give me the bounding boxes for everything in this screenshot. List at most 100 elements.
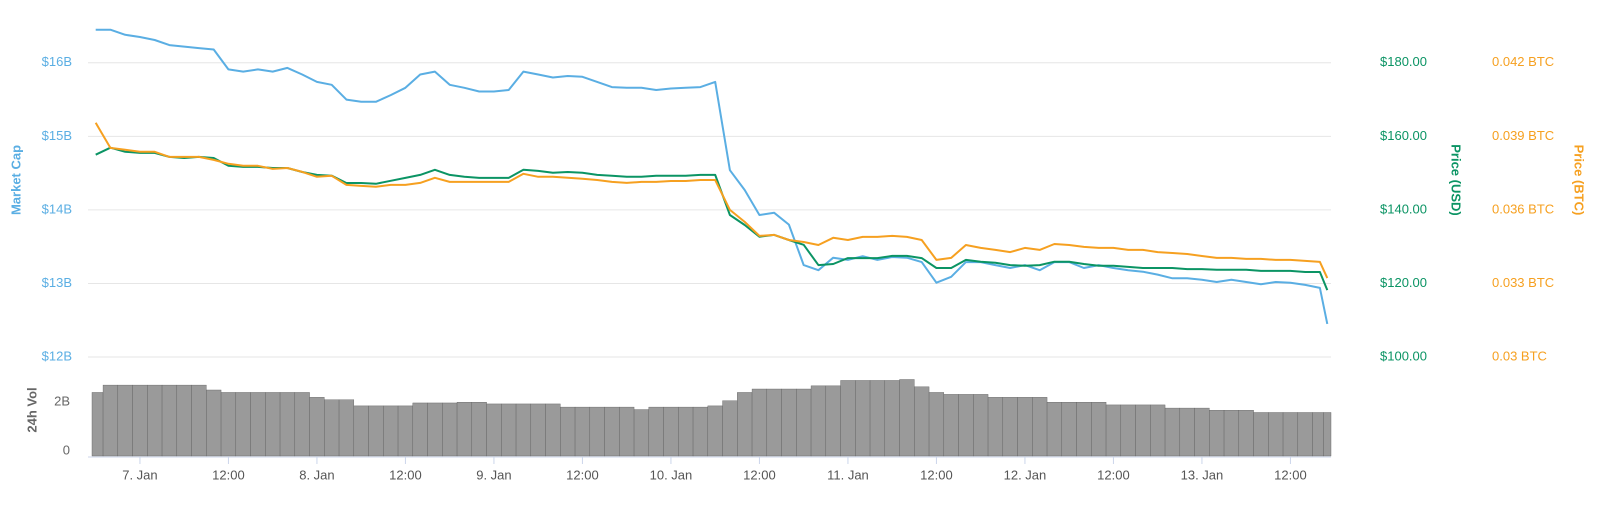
x-tick-label: 12:00: [920, 467, 953, 482]
x-tick-label: 12. Jan: [1004, 467, 1047, 482]
volume-bar: [722, 400, 738, 457]
x-tick-label: 7. Jan: [122, 467, 157, 482]
volume-bar: [294, 392, 310, 457]
volume-bar: [309, 397, 325, 457]
volume-bar: [869, 380, 886, 457]
volume-bar: [486, 403, 502, 457]
x-tick-label: 12:00: [1097, 467, 1130, 482]
volume-bar: [471, 402, 487, 457]
x-tick-label: 9. Jan: [476, 467, 511, 482]
volume-bar: [191, 384, 207, 457]
volume-bar: [574, 406, 591, 457]
volume-bar: [1194, 407, 1210, 457]
volume-bar: [206, 389, 222, 457]
volume-bar: [265, 392, 281, 457]
y3-tick-label: 0.042 BTC: [1492, 54, 1554, 69]
y-tick-label: $16B: [42, 54, 72, 69]
volume-bar: [1150, 404, 1166, 457]
volume-bar: [737, 392, 753, 457]
series-line: [94, 122, 1329, 279]
volume-bar: [250, 392, 266, 457]
axis-title: Market Cap: [8, 145, 23, 215]
y-tick-label: $13B: [42, 275, 72, 290]
volume-bar: [1164, 407, 1181, 457]
volume-bar: [235, 392, 251, 457]
volume-bar: [338, 399, 355, 457]
volume-bar: [279, 392, 296, 457]
x-tick-label: 12:00: [743, 467, 776, 482]
volume-bar: [958, 394, 974, 457]
volume-bar: [855, 380, 871, 457]
volume-bar: [427, 402, 443, 457]
volume-bar: [1297, 412, 1313, 457]
volume-bar: [914, 386, 930, 457]
volume-bar: [132, 384, 148, 457]
volume-bar: [1223, 410, 1240, 457]
volume-bar: [1268, 412, 1284, 457]
vol-tick-label: 2B: [54, 394, 70, 409]
y2-tick-label: $140.00: [1380, 201, 1427, 216]
volume-bar: [707, 405, 723, 457]
volume-bar: [102, 384, 119, 457]
x-tick-label: 11. Jan: [827, 467, 869, 482]
volume-bar: [456, 402, 473, 457]
volume-bar: [545, 403, 561, 457]
axis-title: Price (BTC): [1572, 145, 1587, 216]
volume-bar: [397, 405, 414, 457]
volume-bar: [1002, 397, 1018, 457]
volume-bar: [796, 388, 812, 457]
volume-bar: [678, 406, 694, 457]
volume-bar: [663, 406, 679, 457]
axis-title: 24h Vol: [24, 387, 39, 432]
y-tick-label: $12B: [42, 348, 72, 363]
y-tick-label: $15B: [42, 128, 72, 143]
volume-bar: [560, 406, 576, 457]
y2-tick-label: $100.00: [1380, 348, 1427, 363]
volume-bar: [1017, 397, 1033, 457]
x-tick-label: 12:00: [212, 467, 245, 482]
volume-bar: [619, 406, 635, 457]
series-line: [95, 28, 1329, 325]
x-tick-label: 10. Jan: [650, 467, 693, 482]
volume-bar: [589, 406, 605, 457]
y2-tick-label: $180.00: [1380, 54, 1427, 69]
volume-bar: [412, 402, 428, 457]
volume-bar: [1120, 404, 1136, 457]
volume-bar: [1282, 412, 1299, 457]
volume-bar: [383, 405, 399, 457]
volume-bar: [692, 406, 709, 457]
y3-tick-label: 0.036 BTC: [1492, 201, 1554, 216]
volume-bar: [442, 402, 458, 457]
volume-bar: [781, 388, 797, 457]
volume-bar: [884, 380, 900, 457]
volume-bar: [987, 397, 1004, 457]
x-tick-label: 12:00: [1274, 467, 1307, 482]
volume-bar: [633, 409, 650, 457]
volume-bar: [825, 385, 841, 457]
x-tick-label: 13. Jan: [1181, 467, 1224, 482]
volume-bar: [530, 403, 546, 457]
x-tick-label: 8. Jan: [299, 467, 334, 482]
volume-bar: [899, 379, 915, 457]
volume-bar: [1323, 412, 1332, 457]
volume-bar: [1135, 404, 1151, 457]
volume-bar: [840, 380, 856, 457]
axis-title: Price (USD): [1449, 144, 1464, 216]
volume-bar: [220, 392, 237, 457]
x-tick-label: 12:00: [389, 467, 422, 482]
volume-bar: [368, 405, 384, 457]
y3-tick-label: 0.039 BTC: [1492, 128, 1554, 143]
volume-bar: [1076, 402, 1092, 457]
volume-bar: [1253, 412, 1269, 457]
volume-bar: [1179, 407, 1195, 457]
volume-bar: [604, 406, 620, 457]
volume-bar: [973, 394, 989, 457]
vol-tick-label: 0: [63, 442, 70, 457]
x-tick-label: 12:00: [566, 467, 599, 482]
volume-bar: [1046, 402, 1063, 457]
volume-bar: [515, 403, 532, 457]
volume-bar: [928, 392, 945, 457]
y2-tick-label: $160.00: [1380, 128, 1427, 143]
